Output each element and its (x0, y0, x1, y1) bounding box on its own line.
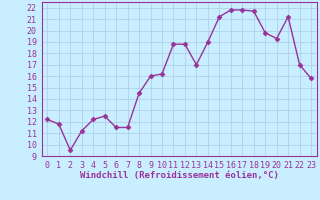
X-axis label: Windchill (Refroidissement éolien,°C): Windchill (Refroidissement éolien,°C) (80, 171, 279, 180)
